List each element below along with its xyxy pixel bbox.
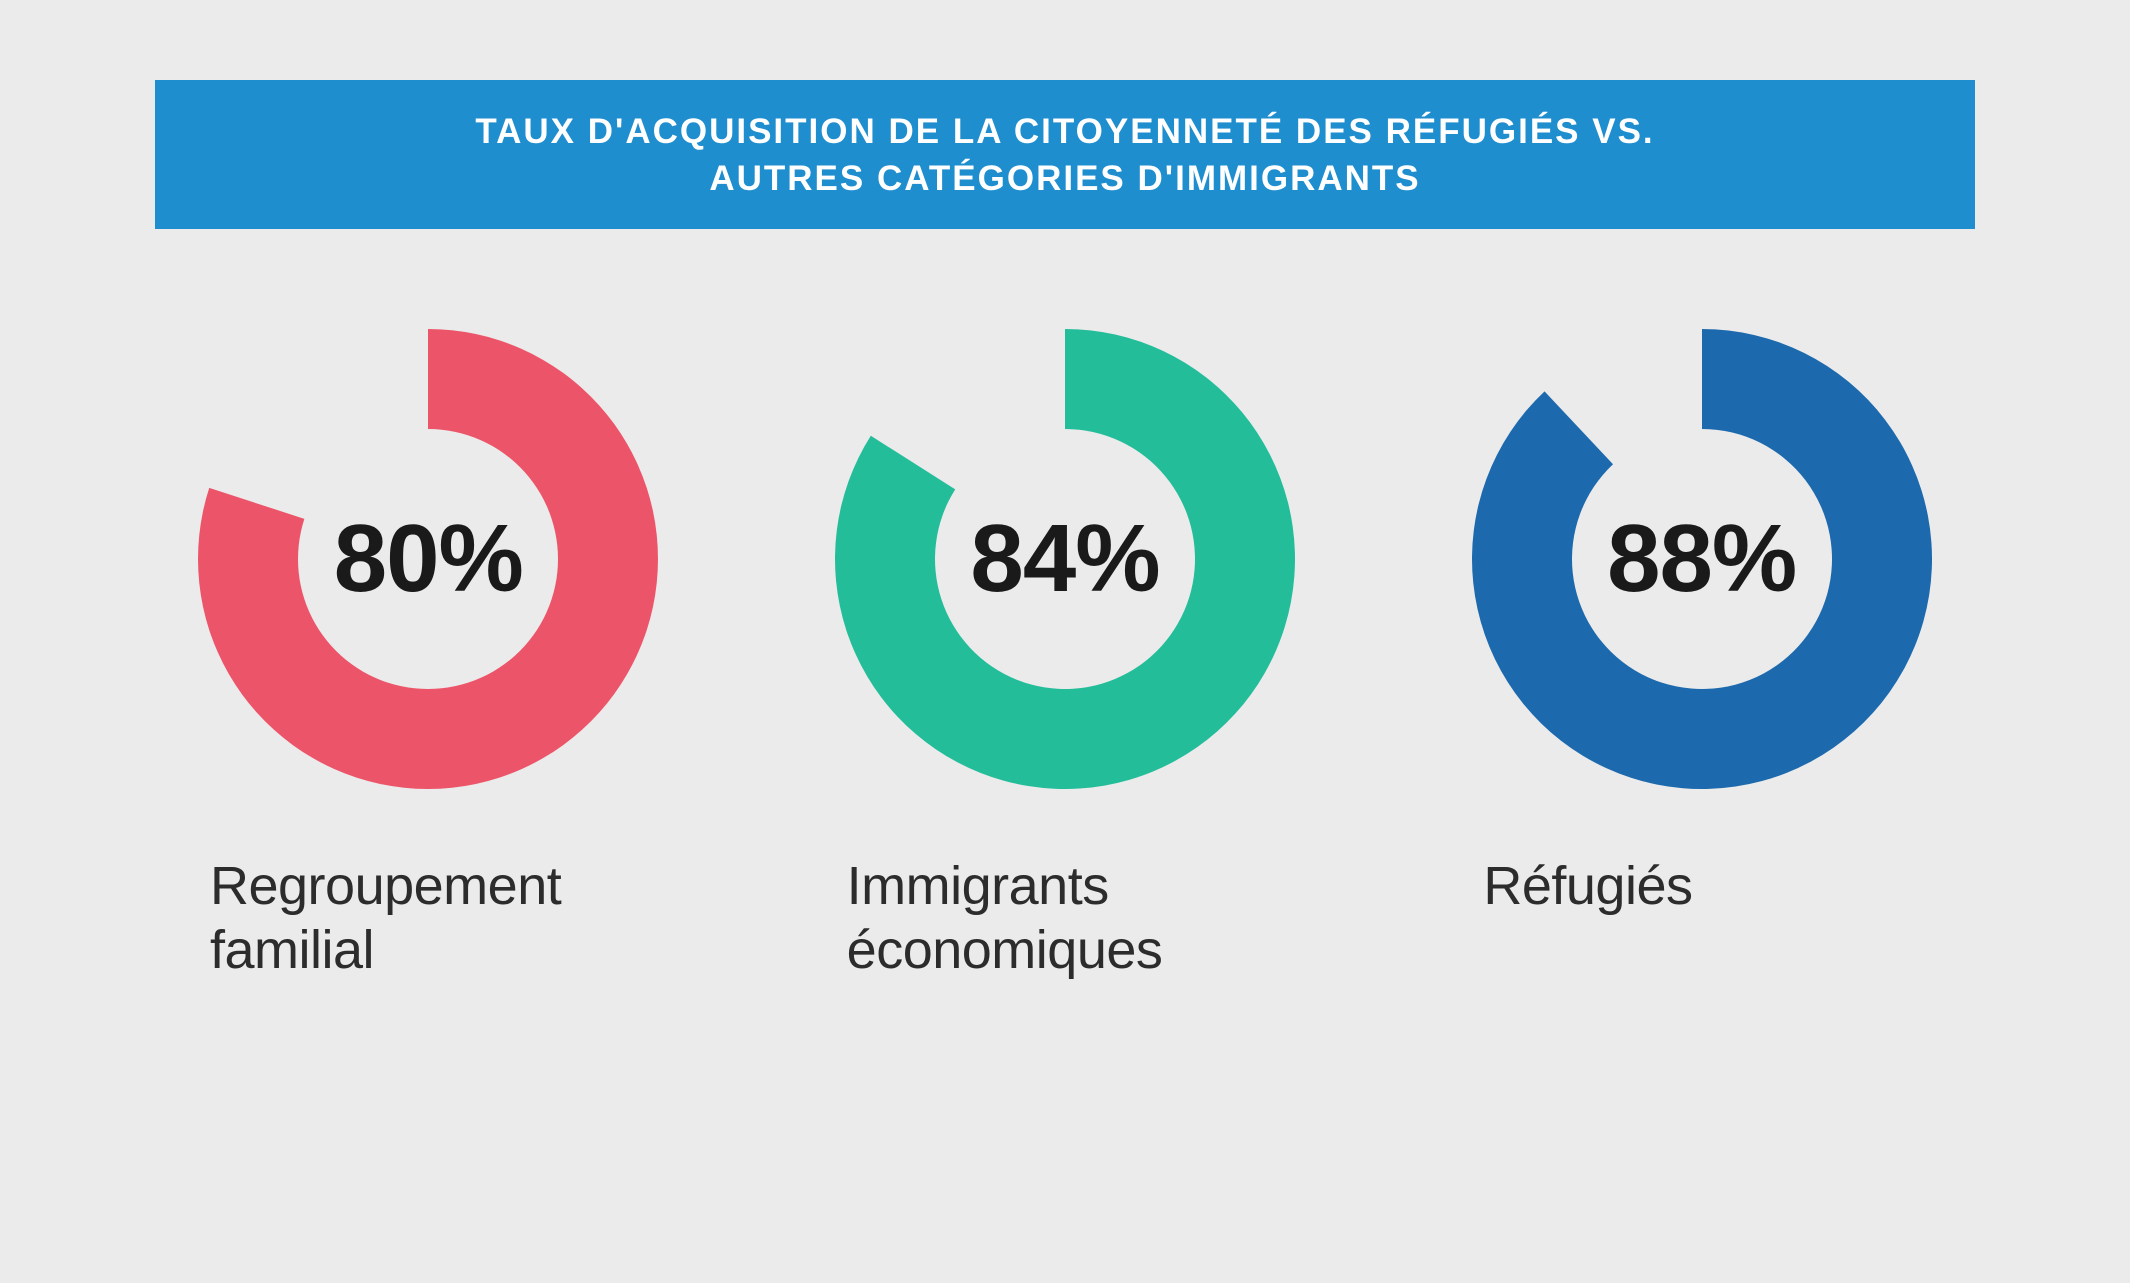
chart-label-economic: Immigrants économiques xyxy=(817,854,1314,984)
donut-value-family: 80% xyxy=(198,329,658,789)
infographic-container: TAUX D'ACQUISITION DE LA CITOYENNETÉ DES… xyxy=(0,0,2130,1283)
chart-label-refugees: Réfugiés xyxy=(1453,854,1692,919)
chart-economic: 84% Immigrants économiques xyxy=(817,329,1314,984)
chart-label-family: Regroupement familial xyxy=(180,854,677,984)
donut-value-economic: 84% xyxy=(835,329,1295,789)
donut-family: 80% xyxy=(198,329,658,789)
donut-economic: 84% xyxy=(835,329,1295,789)
chart-family: 80% Regroupement familial xyxy=(180,329,677,984)
title-line-1: TAUX D'ACQUISITION DE LA CITOYENNETÉ DES… xyxy=(475,112,1654,151)
title-banner: TAUX D'ACQUISITION DE LA CITOYENNETÉ DES… xyxy=(155,80,1975,229)
donut-refugees: 88% xyxy=(1472,329,1932,789)
charts-row: 80% Regroupement familial 84% Immigrants… xyxy=(120,329,2010,984)
chart-refugees: 88% Réfugiés xyxy=(1453,329,1950,984)
title-line-2: AUTRES CATÉGORIES D'IMMIGRANTS xyxy=(709,159,1420,198)
donut-value-refugees: 88% xyxy=(1472,329,1932,789)
